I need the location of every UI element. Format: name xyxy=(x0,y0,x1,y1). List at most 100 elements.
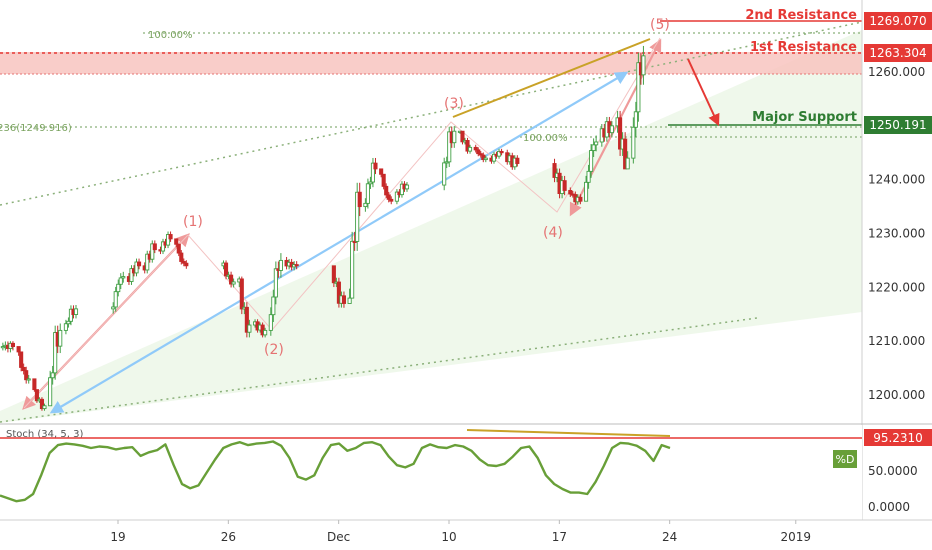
candle-body xyxy=(244,306,249,333)
wave-label-1: (1) xyxy=(183,214,203,230)
candle-body xyxy=(21,366,26,372)
candle-body xyxy=(352,240,357,243)
candle-body xyxy=(184,262,189,267)
wave-label-2: (2) xyxy=(264,342,284,358)
candle-body xyxy=(379,168,384,175)
candle-body xyxy=(350,240,355,299)
level-badge-2nd-resistance: 1269.070 xyxy=(864,12,932,30)
stoch-axis-ticks: 50.0000 0.0000 xyxy=(868,464,918,514)
stoch-tick-label: 0.0000 xyxy=(868,500,910,514)
candle-body xyxy=(168,234,173,240)
candle-body xyxy=(150,243,155,260)
price-tick-label: 1230.000 xyxy=(868,227,925,241)
candle-body xyxy=(32,378,37,391)
candle-body xyxy=(389,198,394,202)
candle-body xyxy=(247,324,252,333)
divergence-line-stoch xyxy=(466,429,671,437)
candle-body xyxy=(268,314,273,331)
price-tick-label: 1220.000 xyxy=(868,280,925,294)
wave-label-4: (4) xyxy=(543,225,563,241)
time-tick-label: 2019 xyxy=(780,530,811,544)
stoch-overbought-value: 95.2310 xyxy=(873,431,923,445)
price-axis xyxy=(862,0,932,424)
candle-body xyxy=(365,183,370,204)
candle-body xyxy=(111,306,116,310)
candle-body xyxy=(134,261,139,274)
candle-body xyxy=(53,332,58,374)
candle-body xyxy=(42,405,47,410)
candle-body xyxy=(404,184,410,190)
candle-body xyxy=(239,278,244,310)
candle-body xyxy=(515,157,520,164)
time-tick-label: 24 xyxy=(662,530,677,544)
candle-body xyxy=(465,140,470,152)
stoch-d-line xyxy=(0,440,671,503)
candle-body xyxy=(129,268,134,282)
candle-body xyxy=(452,130,457,144)
candle-body xyxy=(384,185,389,196)
candle-body xyxy=(273,268,278,298)
candle-body xyxy=(386,194,391,200)
wave-label-3: (3) xyxy=(444,96,464,112)
stoch-legend-label: %D xyxy=(836,453,855,466)
resistance-zone xyxy=(0,52,862,74)
candle-body xyxy=(631,126,636,159)
candle-body xyxy=(636,62,641,113)
candle-body xyxy=(118,277,123,285)
price-tick-label: 1200.000 xyxy=(868,388,925,402)
candle-body xyxy=(16,346,21,353)
candle-body xyxy=(478,153,483,156)
candle-body xyxy=(641,55,646,76)
candle-body xyxy=(0,346,5,349)
fib-236-label: .236(1249.916) xyxy=(0,123,72,134)
candle-body xyxy=(229,274,234,285)
candle-body xyxy=(568,189,573,195)
candle-body xyxy=(476,149,481,155)
candle-body xyxy=(447,131,452,163)
1st-resistance-value: 1263.304 xyxy=(869,46,926,60)
candle-body xyxy=(552,163,557,178)
candle-body xyxy=(263,329,268,336)
candle-body xyxy=(368,181,373,185)
candle-body xyxy=(499,150,504,154)
candle-body xyxy=(224,262,229,277)
wave-path xyxy=(23,37,661,409)
time-axis-ticks: 19 26 Dec 10 17 24 2019 xyxy=(110,520,811,544)
candle-body xyxy=(473,146,478,151)
candle-body xyxy=(63,323,68,331)
candle-body xyxy=(58,329,63,347)
candle-body xyxy=(24,370,29,381)
major-support-label: Major Support xyxy=(752,110,857,125)
candle-body xyxy=(394,191,399,202)
time-tick-label: 19 xyxy=(110,530,125,544)
candle-body xyxy=(176,243,181,254)
candle-body xyxy=(145,253,150,271)
fib-100-label-mid: 100.00% xyxy=(523,133,568,144)
candle-body xyxy=(381,173,386,187)
candle-body xyxy=(483,157,488,161)
candle-body xyxy=(73,308,79,316)
candle-body xyxy=(442,162,447,186)
candle-body xyxy=(491,153,497,162)
candle-body xyxy=(278,259,283,271)
time-tick-label: 10 xyxy=(441,530,456,544)
bearish-projection-arrow xyxy=(687,58,720,127)
candle-body xyxy=(10,342,15,348)
price-tick-label: 1210.000 xyxy=(868,334,925,348)
2nd-resistance-label: 2nd Resistance xyxy=(745,8,857,23)
candle-body xyxy=(231,281,236,285)
candle-body xyxy=(347,297,352,304)
2nd-resistance-value: 1269.070 xyxy=(869,14,926,28)
price-tick-label: 1260.000 xyxy=(868,65,925,79)
candle-body xyxy=(19,351,24,368)
candle-body xyxy=(562,180,567,191)
candle-body xyxy=(121,276,126,279)
candle-body xyxy=(181,261,186,264)
candle-body xyxy=(294,264,299,267)
candle-body xyxy=(48,377,53,407)
candle-body xyxy=(357,191,362,208)
candle-body xyxy=(444,161,449,164)
candle-body xyxy=(633,111,638,128)
candle-body xyxy=(399,183,405,196)
